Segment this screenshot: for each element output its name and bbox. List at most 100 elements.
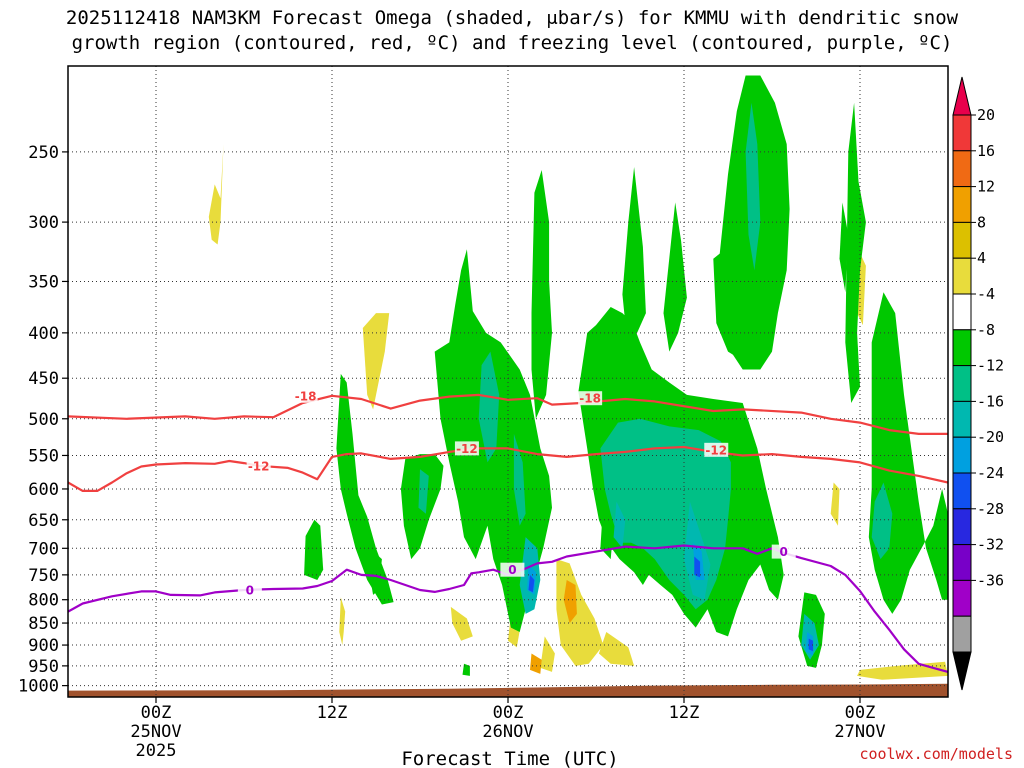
chart-title-line-2: growth region (contoured, red, ºC) and f… [72,32,953,54]
colorbar-label-1: 16 [977,142,995,160]
plot-content: -18 -18 -12 -12 -12 0 0 0 [68,66,948,697]
colorbar-segment-5 [952,293,972,331]
omega-region-1 [362,313,390,410]
omega-region-0 [208,144,224,245]
x-tick-label-6-2: 2025 [136,741,177,761]
omega-region-21 [663,202,687,352]
omega-region-33 [513,433,526,526]
contour-label-1-2: -12 [705,443,727,457]
x-tick-label-30-0: 00Z [493,703,524,723]
contour-label-bg-1-0 [246,458,271,473]
y-tick-label-600: 600 [28,480,59,500]
contour-label-bg-2-2 [771,544,796,559]
colorbar-segment-10 [952,472,972,510]
colorbar-label-8: -16 [977,392,1004,410]
omega-region-10 [830,482,840,526]
colorbar-label-9: -20 [977,428,1004,446]
contour-label-bg-1-1 [454,441,479,456]
x-tick-label-6-1: 25NOV [130,722,181,742]
colorbar-label-10: -24 [977,464,1004,482]
omega-region-24 [845,102,866,403]
omega-region-7 [540,636,555,672]
omega-region-15 [336,373,394,605]
contour-label-bg-2-0 [237,582,262,597]
omega-region-45 [808,638,814,652]
colorbar-segment-4 [952,257,972,295]
omega-region-28 [368,548,382,595]
y-tick-label-1000: 1000 [18,677,59,697]
colorbar-segment-13 [952,579,972,617]
y-tick-label-250: 250 [28,143,59,163]
omega-region-30 [600,501,614,560]
contour-line-minus12-1 [68,445,948,492]
y-tick-label-950: 950 [28,657,59,677]
y-tick-label-750: 750 [28,566,59,586]
x-tick-label-42-0: 12Z [669,703,700,723]
contour-label-bg-2-1 [500,562,525,577]
colorbar-label-11: -28 [977,500,1004,518]
colorbar-label-6: -8 [977,321,995,339]
y-tick-label-450: 450 [28,369,59,389]
x-tick-label-54-0: 00Z [845,703,876,723]
colorbar-segment-3 [952,221,972,259]
colorbar-bottom-arrow [952,651,972,691]
omega-region-25 [839,202,849,293]
omega-region-44 [694,556,701,578]
colorbar-segment-11 [952,508,972,546]
colorbar-label-12: -32 [977,536,1004,554]
omega-region-12 [563,580,577,624]
y-tick-label-550: 550 [28,446,59,466]
colorbar-top-arrow [952,76,972,116]
colorbar: 20 16 12 8 4 -4 -8 -12 -16 -20 -24 -28 -32 -36 [952,76,1004,691]
contour-label-0-0: -18 [295,389,317,403]
colorbar-segment-1 [952,150,972,188]
chart-title-line-1: 2025112418 NAM3KM Forecast Omega (shaded… [66,7,959,29]
colorbar-segment-2 [952,186,972,223]
colorbar-segment-7 [952,365,972,402]
omega-region-32 [478,351,500,463]
credit-text: coolwx.com/models [859,745,1013,763]
omega-region-36 [418,469,429,514]
omega-region-29 [462,663,470,676]
contour-line-minus18-0 [68,393,948,435]
y-tick-label-650: 650 [28,511,59,531]
colorbar-label-7: -12 [977,357,1004,375]
colorbar-label-3: 8 [977,213,986,231]
contour-label-2-0: 0 [246,583,254,597]
colorbar-segment-0 [952,114,972,152]
omega-region-18 [531,170,552,419]
omega-region-40 [613,501,626,549]
y-tick-label-850: 850 [28,614,59,634]
x-tick-label-6-0: 00Z [141,703,172,723]
y-tick-label-700: 700 [28,539,59,559]
omega-region-3 [450,606,473,641]
omega-region-23 [713,246,752,361]
y-tick-label-400: 400 [28,324,59,344]
y-tick-label-500: 500 [28,410,59,430]
omega-region-2 [339,597,346,646]
colorbar-label-5: -4 [977,285,995,303]
colorbar-segment-6 [952,329,972,367]
omega-region-20 [622,167,646,333]
y-tick-label-800: 800 [28,591,59,611]
x-tick-label-30-1: 26NOV [482,722,533,742]
omega-region-35 [871,482,893,560]
colorbar-segment-8 [952,400,972,438]
colorbar-segment-12 [952,544,972,581]
colorbar-label-2: 12 [977,178,995,196]
contour-label-1-0: -12 [248,459,270,473]
colorbar-segment-9 [952,436,972,474]
plot-area: -18 -18 -12 -12 -12 0 0 0 250 300 350 400 450 500 550 6… [18,65,949,761]
contour-label-2-2: 0 [780,545,788,559]
omega-region-13 [530,653,542,674]
y-tick-label-300: 300 [28,213,59,233]
colorbar-label-4: 4 [977,249,986,267]
y-tick-label-350: 350 [28,272,59,292]
contour-label-bg-0-0 [293,388,318,403]
x-axis-label: Forecast Time (UTC) [401,748,618,768]
omega-region-14 [304,519,324,580]
colorbar-segment-14 [952,615,972,653]
y-tick-label-900: 900 [28,636,59,656]
contour-label-bg-0-1 [578,391,603,406]
